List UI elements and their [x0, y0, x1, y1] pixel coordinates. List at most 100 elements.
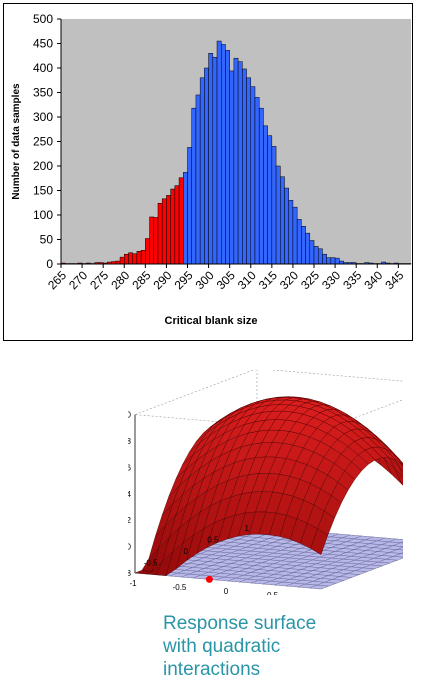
histogram-bar [296, 219, 302, 265]
histogram-bar [326, 257, 332, 265]
histogram-chart: 0 50 100 150 200 250 300 350 400 450 500 265270275… [11, 12, 412, 327]
z-tick-label: 280 [128, 411, 132, 420]
surface-box-edge [269, 370, 403, 382]
y-tick-label: 1 [245, 524, 250, 533]
z-tick-label: 270 [128, 543, 132, 552]
histogram-bar [254, 97, 260, 265]
y-tick-label: 0.5 [207, 536, 219, 545]
histogram-bar [301, 226, 306, 265]
histogram-bar [317, 248, 323, 265]
z-tick-label: 276 [128, 463, 132, 472]
x-tick-label: 330 [319, 268, 343, 292]
histogram-bar [195, 94, 201, 265]
x-tick-label: -0.5 [173, 583, 187, 592]
x-tick-label: 290 [150, 268, 174, 292]
x-tick-label: 320 [277, 268, 301, 292]
x-tick-label: 300 [193, 268, 217, 292]
histogram-bar [322, 253, 327, 265]
histogram-bar [166, 195, 171, 265]
histogram-bar [288, 200, 294, 265]
z-tick-label: 278 [128, 437, 132, 446]
y-tick-label: 50 [40, 233, 54, 247]
histogram-bar [309, 240, 315, 265]
y-tick-label: 350 [33, 86, 53, 100]
histogram-bar [250, 86, 256, 265]
histogram-bar [258, 107, 264, 265]
histogram-bar [145, 238, 150, 265]
histogram-bar [157, 202, 163, 265]
histogram-bar [187, 147, 192, 265]
z-tick-label: 274 [128, 490, 132, 499]
histogram-bar [174, 185, 180, 265]
histogram-bar [271, 146, 277, 265]
x-tick-label: 345 [382, 268, 406, 292]
x-tick-label: 310 [235, 268, 259, 292]
histogram-bar [153, 217, 159, 265]
histogram-bar [305, 232, 311, 265]
histogram-bar [161, 198, 167, 265]
histogram-bar [280, 176, 285, 265]
base-plane-cell [393, 553, 403, 558]
x-tick-label: 275 [87, 268, 111, 292]
histogram-bar [330, 257, 336, 265]
histogram-bar [170, 188, 176, 265]
y-tick-label: -0.5 [144, 559, 158, 568]
response-surface-plot: 268270272274276278280-1-0.500.5110.50-0.… [128, 370, 403, 595]
y-axis-label: Number of data samples [11, 83, 22, 200]
histogram-bar [313, 246, 319, 265]
histogram-bar [128, 252, 133, 265]
x-tick-label: 285 [129, 268, 153, 292]
x-tick-label: 295 [172, 268, 196, 292]
histogram-bar [149, 216, 155, 265]
y-tick-label: 0 [184, 547, 189, 556]
optimum-point-marker [205, 575, 213, 583]
histogram-bar [334, 257, 340, 265]
histogram-bar [191, 107, 197, 265]
x-axis-label: Critical blank size [165, 315, 258, 327]
histogram-bar [263, 125, 268, 265]
z-tick-label: 272 [128, 516, 132, 525]
base-plane-cell [309, 584, 329, 590]
caption-line-3: interactions [163, 659, 261, 680]
histogram-bar [284, 187, 289, 265]
x-tick-label: 335 [340, 268, 364, 292]
y-tick-label: 150 [33, 184, 53, 198]
histogram-bar [237, 61, 243, 265]
z-tick-label: 268 [128, 569, 132, 578]
histogram-bar [212, 56, 218, 265]
histogram-bar [178, 177, 184, 265]
y-tick-label: 450 [33, 37, 53, 51]
y-tick-label: 300 [33, 110, 53, 124]
histogram-bar [183, 172, 188, 265]
caption-line-2: with quadratic [163, 636, 281, 657]
caption-line-1: Response surface [163, 613, 317, 634]
y-tick-label: 500 [33, 12, 53, 26]
y-tick-label: 250 [33, 135, 53, 149]
x-tick-label: 315 [256, 268, 280, 292]
x-tick-label: 305 [214, 268, 238, 292]
surface-cell [134, 570, 153, 575]
histogram-bar [229, 70, 235, 265]
x-tick-label: 280 [108, 268, 132, 292]
x-tick-label: 270 [66, 268, 90, 292]
y-tick-label: 200 [33, 159, 53, 173]
surface-caption: Response surface with quadratic interact… [163, 612, 423, 681]
base-plane-cell [396, 547, 403, 551]
histogram-bar [292, 206, 298, 265]
x-tick-label: 340 [361, 268, 385, 292]
histogram-bar [220, 44, 226, 265]
surface-box-edge [134, 370, 255, 415]
histogram-bar [242, 68, 247, 265]
histogram-bar [233, 57, 239, 265]
histogram-bar [275, 165, 281, 265]
histogram-bar [140, 250, 146, 265]
histogram-bar [225, 50, 230, 265]
histogram-bar [199, 77, 205, 265]
histogram-bar [136, 251, 142, 265]
histogram-bar [124, 253, 129, 265]
base-plane-cell [392, 542, 403, 547]
histogram-bar [216, 40, 222, 265]
y-tick-label: 400 [33, 61, 53, 75]
histogram-bar [132, 253, 138, 265]
y-tick-label: 100 [33, 208, 53, 222]
